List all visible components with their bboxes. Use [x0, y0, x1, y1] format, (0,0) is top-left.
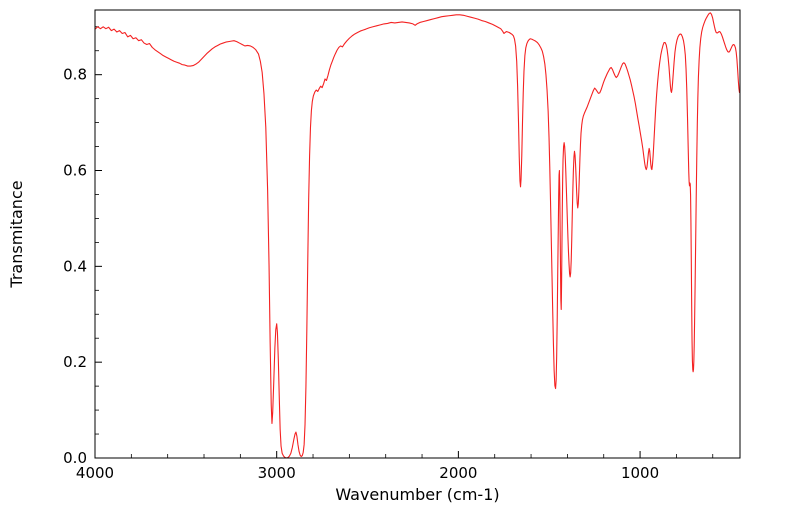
y-tick-label: 0.4 — [63, 257, 87, 275]
x-axis-label: Wavenumber (cm-1) — [335, 485, 499, 504]
y-tick-label: 0.0 — [63, 449, 87, 467]
x-tick-label: 2000 — [439, 464, 477, 482]
spectrum-line — [94, 12, 741, 459]
y-axis-label: Transmitance — [7, 180, 26, 288]
y-tick-label: 0.2 — [63, 353, 87, 371]
axis-tick-labels: 4000 3000 2000 1000 0.0 0.2 0.4 0.6 0.8 — [63, 66, 659, 482]
x-tick-label: 3000 — [258, 464, 296, 482]
x-tick-label: 1000 — [621, 464, 659, 482]
axis-ticks — [94, 26, 714, 459]
x-tick-label: 4000 — [76, 464, 114, 482]
y-tick-label: 0.8 — [63, 66, 87, 84]
y-tick-label: 0.6 — [63, 162, 87, 180]
plot-frame — [94, 9, 741, 459]
